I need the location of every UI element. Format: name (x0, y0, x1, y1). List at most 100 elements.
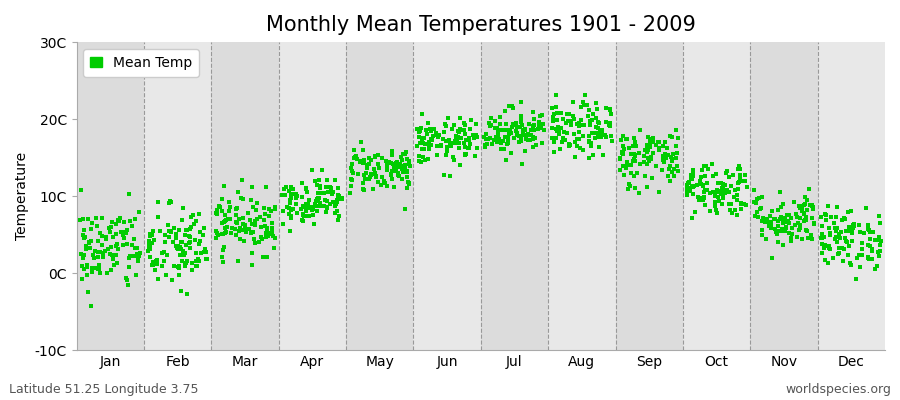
Point (128, 216, 142, 222)
Point (165, 276, 179, 283)
Point (664, 134, 679, 141)
Point (175, 258, 189, 264)
Point (716, 186, 731, 192)
Point (815, 235, 830, 241)
Point (115, 231, 130, 237)
Point (640, 184, 654, 191)
Point (289, 201, 303, 207)
Point (554, 110, 568, 116)
Point (94, 242, 109, 248)
Point (104, 244, 119, 250)
Point (235, 227, 249, 233)
Point (707, 199, 722, 205)
Point (507, 122, 521, 128)
Point (104, 219, 119, 226)
Point (839, 228, 853, 234)
Point (255, 224, 269, 230)
Point (105, 234, 120, 240)
Point (697, 195, 711, 202)
Point (439, 123, 454, 130)
Point (166, 238, 180, 245)
Point (734, 176, 748, 182)
Point (716, 190, 731, 196)
Point (396, 168, 410, 175)
Point (402, 163, 417, 169)
Point (775, 228, 789, 234)
Point (616, 132, 630, 139)
Point (422, 145, 436, 152)
Point (637, 159, 652, 166)
Point (446, 154, 460, 160)
Point (627, 135, 642, 142)
Point (88, 248, 103, 255)
Point (197, 225, 211, 231)
Point (384, 152, 399, 158)
Point (389, 168, 403, 174)
Point (822, 242, 836, 249)
Point (488, 118, 502, 124)
Point (183, 233, 197, 239)
Point (782, 211, 796, 218)
Point (834, 229, 849, 235)
Point (661, 173, 675, 180)
Point (417, 146, 431, 153)
Point (247, 236, 261, 242)
Point (296, 211, 310, 218)
Point (512, 139, 526, 145)
Point (554, 124, 568, 131)
Point (463, 141, 477, 147)
Point (504, 124, 518, 130)
Point (390, 160, 404, 167)
Point (125, 223, 140, 229)
Point (384, 172, 399, 178)
Point (312, 182, 327, 189)
Point (519, 136, 534, 142)
Bar (76, 42, 144, 350)
Point (75, 276, 89, 282)
Point (238, 228, 253, 235)
Point (815, 223, 830, 230)
Point (643, 144, 657, 150)
Point (480, 141, 494, 148)
Point (683, 187, 698, 194)
Point (710, 188, 724, 195)
Point (155, 250, 169, 256)
Point (670, 150, 685, 157)
Point (260, 225, 274, 232)
Point (779, 224, 794, 230)
Point (728, 207, 742, 214)
Point (456, 127, 471, 133)
Bar (817, 42, 885, 350)
Point (426, 133, 440, 139)
Point (696, 196, 710, 203)
Point (613, 155, 627, 161)
Point (265, 225, 279, 231)
Point (861, 256, 876, 262)
Point (323, 185, 338, 191)
Point (763, 219, 778, 225)
Point (644, 138, 658, 144)
Point (838, 235, 852, 242)
Point (695, 167, 709, 174)
Point (166, 225, 181, 231)
Point (508, 120, 523, 126)
Point (520, 132, 535, 138)
Point (95, 250, 110, 256)
Point (282, 205, 296, 212)
Point (591, 131, 606, 137)
Point (502, 127, 517, 133)
Point (162, 234, 176, 240)
Point (670, 167, 685, 174)
Point (119, 275, 133, 281)
Point (300, 189, 314, 195)
Point (99, 236, 113, 242)
Point (872, 253, 886, 259)
Point (305, 212, 320, 218)
Point (179, 260, 194, 266)
Point (723, 207, 737, 214)
Point (840, 239, 854, 246)
Point (344, 176, 358, 182)
Point (671, 134, 686, 141)
Point (440, 148, 454, 154)
Point (459, 136, 473, 143)
